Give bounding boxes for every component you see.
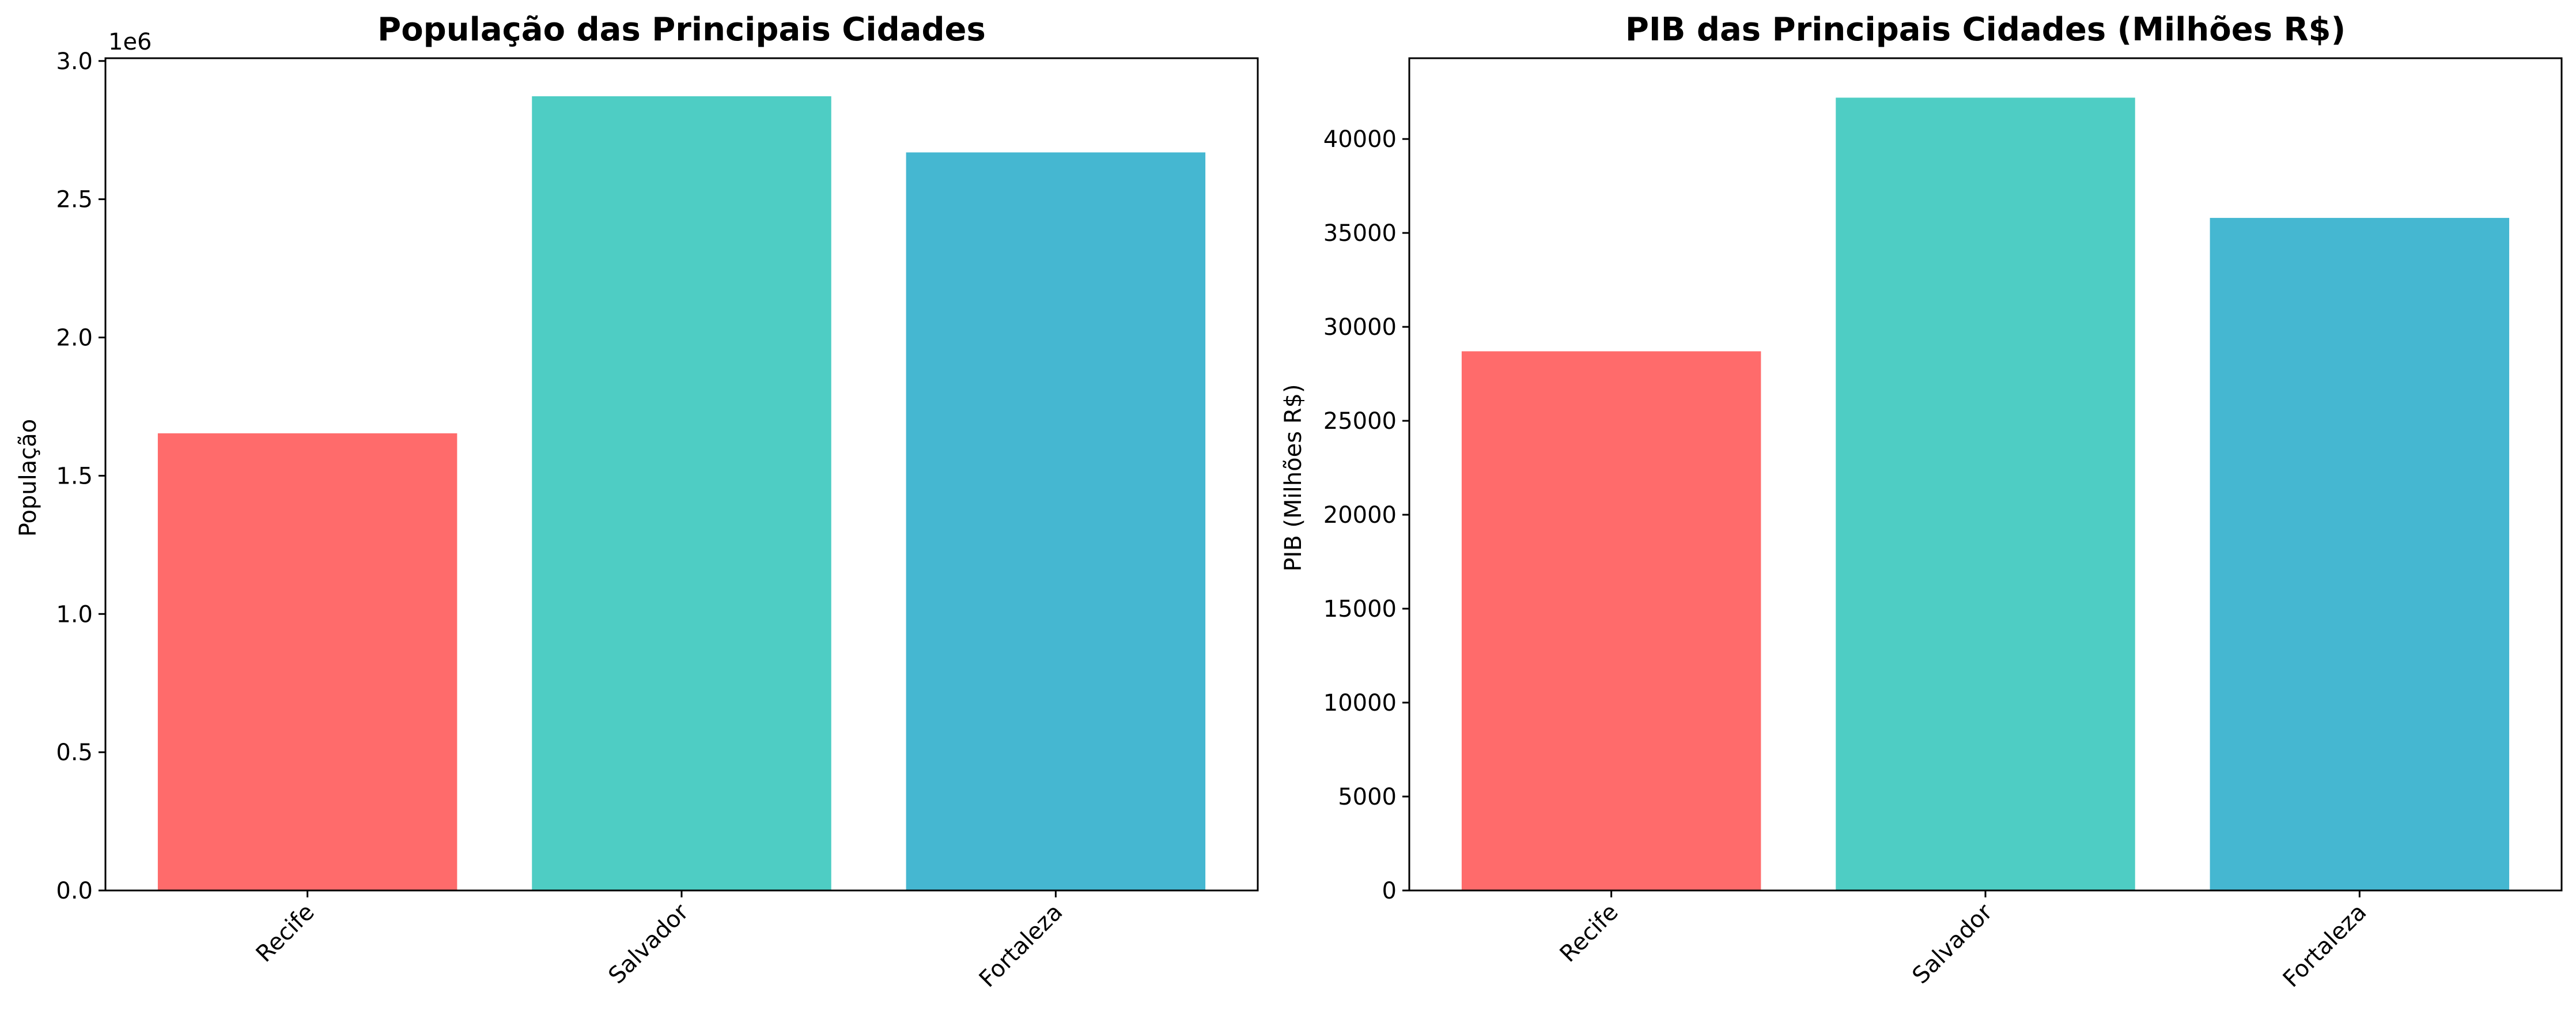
- plot-frame: [104, 57, 1259, 892]
- chart-title: PIB das Principais Cidades (Milhões R$): [1625, 11, 2346, 48]
- y-tick-label: 2.5: [56, 187, 93, 213]
- y-tick-label: 30000: [1323, 314, 1397, 341]
- bar-salvador: [532, 96, 831, 890]
- y-tick-label: 20000: [1323, 502, 1397, 529]
- plot-frame: [1408, 57, 2563, 892]
- y-tick-label: 1.5: [56, 463, 93, 489]
- bar-recife: [1461, 351, 1761, 890]
- y-tick-label: 0: [1382, 878, 1397, 904]
- y-tick-label: 2.0: [56, 325, 93, 352]
- y-tick-label: 40000: [1323, 126, 1397, 153]
- y-tick-label: 10000: [1323, 690, 1397, 716]
- y-axis-label: População: [15, 419, 41, 537]
- bar-fortaleza: [2210, 218, 2510, 891]
- population-chart: População das Principais Cidades 1e6 Pop…: [15, 11, 1259, 992]
- chart-title: População das Principais Cidades: [377, 11, 986, 48]
- y-axis-ticks: 0.0 0.5 1.0 1.5 2.0 2.5 3.0: [56, 48, 105, 904]
- y-tick-label: 15000: [1323, 596, 1397, 622]
- bar-recife: [157, 433, 457, 890]
- y-tick-label: 25000: [1323, 408, 1397, 435]
- bar-salvador: [1836, 97, 2135, 891]
- y-axis-offset-label: 1e6: [108, 29, 152, 55]
- y-tick-label: 3.0: [56, 48, 93, 75]
- y-axis-ticks: 0 5000 10000 15000 20000 25000 30000 35000 40000: [1323, 126, 1409, 904]
- y-tick-label: 0.0: [56, 878, 93, 904]
- y-tick-label: 1.0: [56, 601, 93, 628]
- bars: [157, 96, 1206, 890]
- y-axis-label: PIB (Milhões R$): [1280, 384, 1307, 571]
- y-tick-label: 0.5: [56, 739, 93, 766]
- y-tick-label: 5000: [1338, 784, 1397, 810]
- y-tick-label: 35000: [1323, 220, 1397, 247]
- bars: [1461, 97, 2510, 891]
- bar-fortaleza: [906, 152, 1206, 890]
